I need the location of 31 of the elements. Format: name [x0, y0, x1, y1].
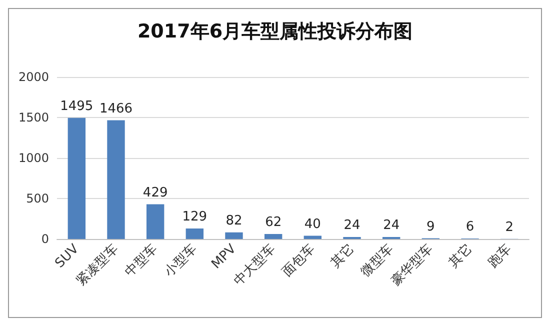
- data-label: 1495: [60, 98, 94, 114]
- bar: [304, 236, 322, 239]
- data-label: 429: [142, 185, 168, 200]
- x-tick-label: 面包车: [280, 242, 318, 280]
- data-label: 2: [505, 220, 514, 235]
- bar: [68, 118, 86, 239]
- x-tick-label: 中型车: [122, 242, 161, 280]
- bar: [146, 204, 164, 239]
- chart-title: 2017年6月车型属性投诉分布图: [137, 20, 413, 42]
- x-tick-label: 其它: [328, 240, 358, 271]
- x-tick-label: 跑车: [486, 242, 515, 271]
- data-label: 6: [466, 220, 474, 235]
- data-label: 9: [426, 219, 435, 234]
- data-label: 24: [344, 218, 360, 234]
- data-label: 24: [383, 218, 400, 234]
- y-tick-label: 500: [26, 192, 49, 206]
- bar: [186, 228, 204, 239]
- y-tick-label: 2000: [18, 70, 49, 84]
- bar: [107, 120, 125, 239]
- data-label: 40: [304, 216, 321, 232]
- y-tick-label: 1000: [18, 151, 49, 165]
- x-tick-label: 其它: [446, 240, 476, 271]
- data-label: 82: [226, 213, 242, 228]
- data-label: 62: [265, 214, 282, 230]
- bar: [264, 234, 282, 239]
- x-tick-label: 小型车: [162, 242, 200, 280]
- bar: [225, 232, 243, 239]
- data-label: 1466: [99, 101, 133, 116]
- data-label: 129: [182, 210, 208, 225]
- y-tick-label: 0: [41, 232, 49, 246]
- y-tick-label: 1500: [18, 110, 49, 124]
